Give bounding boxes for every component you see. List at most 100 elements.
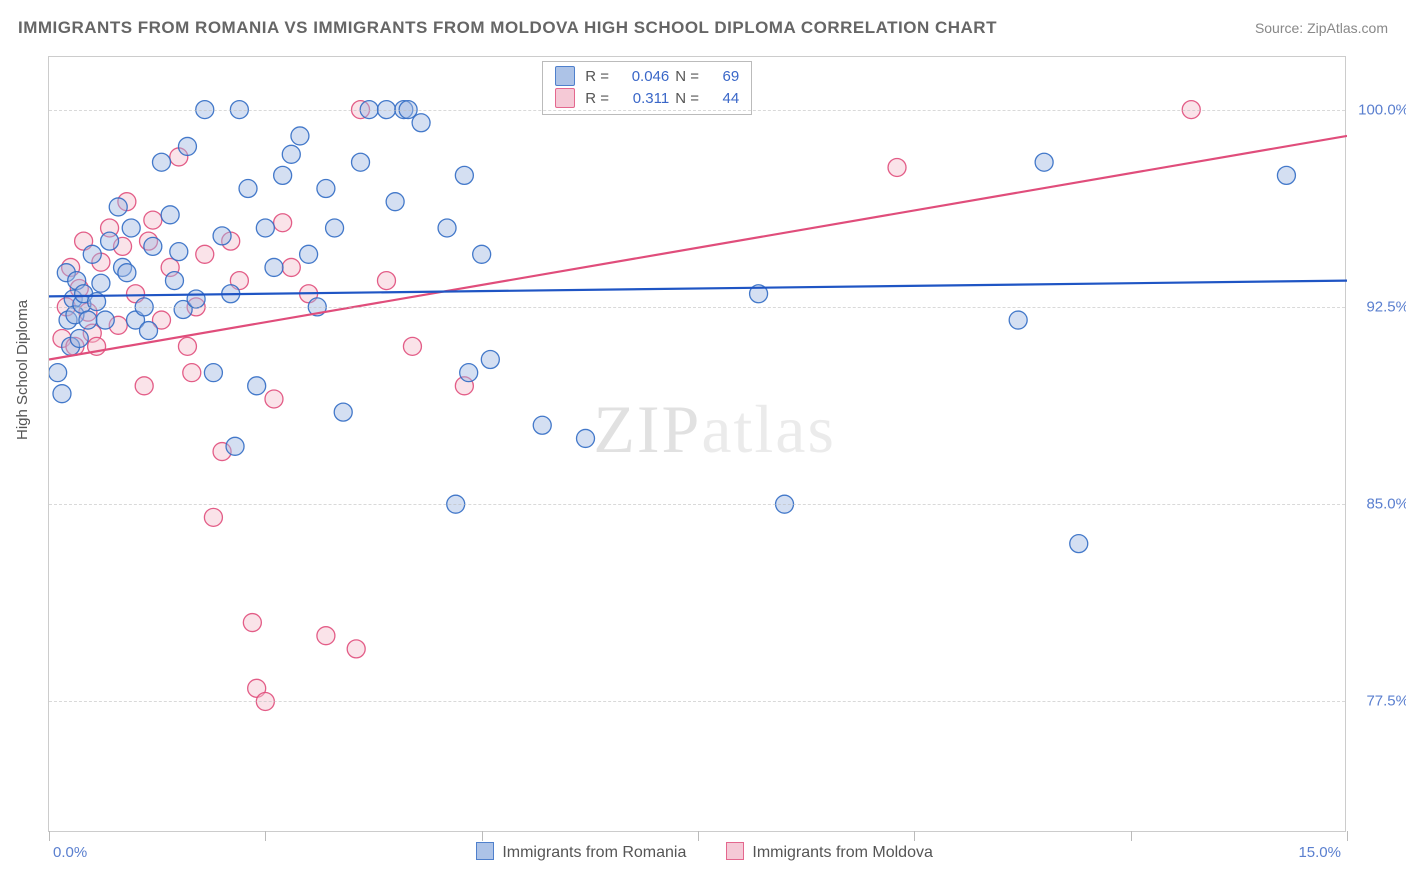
point-romania — [481, 351, 499, 369]
point-romania — [352, 153, 370, 171]
point-romania — [144, 237, 162, 255]
point-romania — [178, 137, 196, 155]
point-romania — [239, 180, 257, 198]
legend-r-label: R = — [585, 90, 613, 107]
point-romania — [386, 193, 404, 211]
point-moldova — [183, 364, 201, 382]
point-romania — [274, 166, 292, 184]
point-romania — [83, 245, 101, 263]
point-romania — [1009, 311, 1027, 329]
gridline — [49, 701, 1345, 702]
point-moldova — [144, 211, 162, 229]
point-romania — [53, 385, 71, 403]
stats-legend: R = 0.046 N = 69 R = 0.311 N = 44 — [542, 61, 752, 115]
point-romania — [248, 377, 266, 395]
point-romania — [473, 245, 491, 263]
legend-n-value: 69 — [709, 68, 739, 85]
point-moldova — [888, 158, 906, 176]
legend-n-value: 44 — [709, 90, 739, 107]
point-romania — [317, 180, 335, 198]
point-romania — [213, 227, 231, 245]
point-romania — [49, 364, 67, 382]
legend-label: Immigrants from Moldova — [752, 844, 933, 861]
point-romania — [152, 153, 170, 171]
point-romania — [187, 290, 205, 308]
legend-n-label: N = — [675, 68, 703, 85]
y-tick-label: 77.5% — [1353, 693, 1406, 710]
point-romania — [412, 114, 430, 132]
x-tick — [265, 831, 266, 841]
point-moldova — [377, 272, 395, 290]
point-romania — [460, 364, 478, 382]
x-tick — [482, 831, 483, 841]
point-romania — [1070, 535, 1088, 553]
point-romania — [165, 272, 183, 290]
legend-r-label: R = — [585, 68, 613, 85]
point-romania — [300, 245, 318, 263]
scatter-svg — [49, 57, 1347, 833]
point-moldova — [282, 258, 300, 276]
point-romania — [101, 232, 119, 250]
source-label: Source: ZipAtlas.com — [1255, 20, 1388, 36]
point-romania — [1277, 166, 1295, 184]
point-moldova — [274, 214, 292, 232]
point-romania — [1035, 153, 1053, 171]
point-moldova — [196, 245, 214, 263]
y-axis-label: High School Diploma — [14, 300, 31, 440]
point-romania — [577, 429, 595, 447]
legend-swatch — [555, 88, 575, 108]
series-legend: Immigrants from Romania Immigrants from M… — [476, 842, 933, 862]
point-romania — [291, 127, 309, 145]
point-romania — [204, 364, 222, 382]
point-moldova — [135, 377, 153, 395]
legend-n-label: N = — [675, 90, 703, 107]
point-romania — [70, 329, 88, 347]
plot-area: R =0.046N =69R =0.311N =44 ZIPatlas 77.5… — [48, 56, 1346, 832]
point-moldova — [178, 337, 196, 355]
point-romania — [334, 403, 352, 421]
legend-item: Immigrants from Romania — [476, 842, 686, 862]
point-romania — [226, 437, 244, 455]
x-tick — [914, 831, 915, 841]
point-moldova — [243, 614, 261, 632]
point-moldova — [265, 390, 283, 408]
x-min-label: 0.0% — [53, 844, 87, 861]
x-tick — [1131, 831, 1132, 841]
x-tick — [49, 831, 50, 841]
point-romania — [326, 219, 344, 237]
y-tick-label: 92.5% — [1353, 298, 1406, 315]
point-romania — [96, 311, 114, 329]
legend-r-value: 0.046 — [619, 68, 669, 85]
gridline — [49, 504, 1345, 505]
x-tick — [1347, 831, 1348, 841]
point-moldova — [347, 640, 365, 658]
point-romania — [256, 219, 274, 237]
y-tick-label: 85.0% — [1353, 496, 1406, 513]
point-romania — [282, 145, 300, 163]
legend-swatch — [476, 842, 494, 860]
point-romania — [161, 206, 179, 224]
x-tick — [698, 831, 699, 841]
legend-r-value: 0.311 — [619, 90, 669, 107]
y-tick-label: 100.0% — [1353, 101, 1406, 118]
x-max-label: 15.0% — [1298, 844, 1341, 861]
point-romania — [92, 274, 110, 292]
point-moldova — [317, 627, 335, 645]
point-moldova — [403, 337, 421, 355]
point-romania — [118, 264, 136, 282]
point-romania — [109, 198, 127, 216]
point-romania — [140, 322, 158, 340]
gridline — [49, 307, 1345, 308]
point-moldova — [204, 508, 222, 526]
point-romania — [170, 243, 188, 261]
point-romania — [265, 258, 283, 276]
legend-swatch — [555, 66, 575, 86]
legend-label: Immigrants from Romania — [502, 844, 686, 861]
legend-item: Immigrants from Moldova — [726, 842, 933, 862]
chart-title: IMMIGRANTS FROM ROMANIA VS IMMIGRANTS FR… — [18, 18, 997, 38]
regression-moldova — [49, 136, 1347, 360]
point-romania — [79, 311, 97, 329]
gridline — [49, 110, 1345, 111]
point-romania — [438, 219, 456, 237]
point-romania — [533, 416, 551, 434]
